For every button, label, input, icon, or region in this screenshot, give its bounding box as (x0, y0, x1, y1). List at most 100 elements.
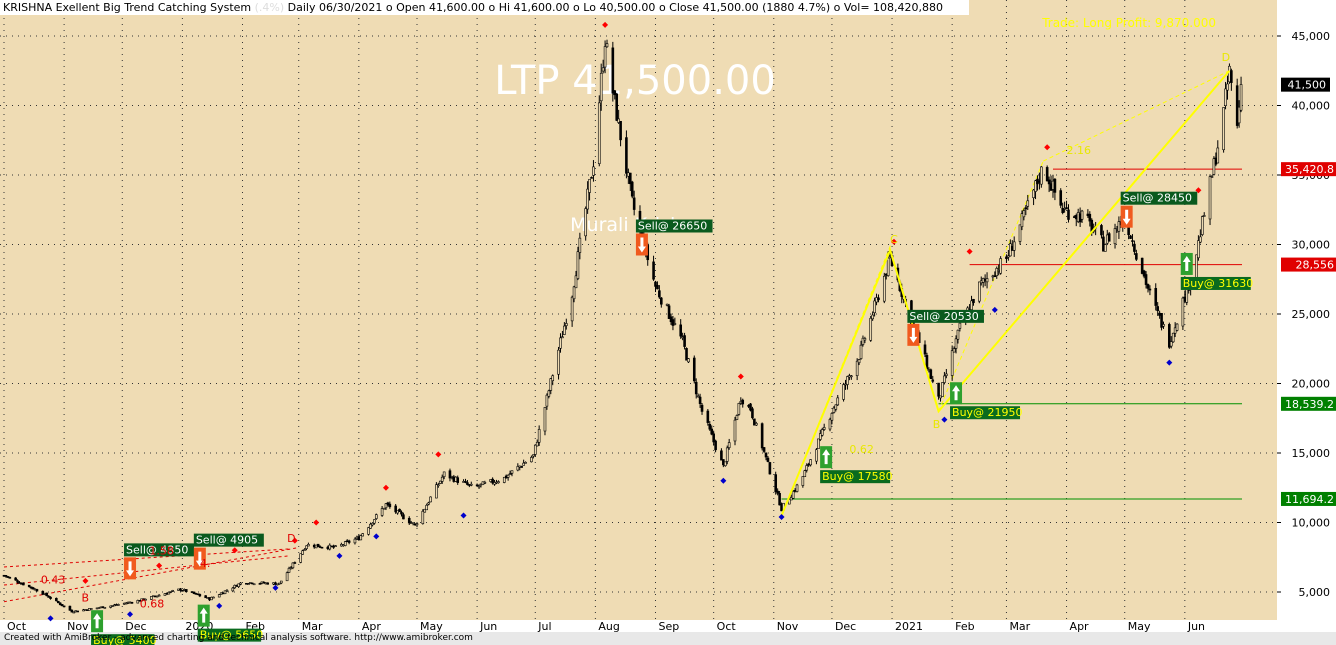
candle-body (68, 605, 72, 611)
candle-body (16, 580, 19, 583)
candle-body (952, 348, 956, 353)
y-tick-label: 5,000 (1299, 586, 1331, 599)
candle-body (1005, 256, 1008, 259)
candle-body (477, 485, 481, 488)
header-system-name: Exellent Big Trend Catching System (56, 1, 255, 14)
candle-body (130, 602, 134, 604)
candle-body (124, 602, 128, 605)
candle-body (787, 499, 791, 505)
x-tick-label: Aug (598, 620, 619, 633)
sell-label-text: Sell@ 26650 (638, 220, 707, 233)
candle-body (931, 379, 935, 382)
candle-body (1237, 106, 1241, 124)
sell-arrow-icon (909, 327, 918, 343)
candle-body (972, 298, 975, 304)
candle-body (532, 454, 535, 457)
candle-body (871, 314, 874, 320)
x-tick-label: Jun (479, 620, 497, 633)
candle-body (570, 296, 574, 322)
pivot-high-marker (435, 451, 442, 458)
x-tick-label: Oct (7, 620, 27, 633)
candle-body (435, 484, 438, 499)
pivot-low-marker (991, 306, 998, 313)
candle-body (803, 470, 807, 478)
pattern-annotation: D (1222, 51, 1230, 64)
header-text: KRISHNA Exellent Big Trend Catching Syst… (3, 1, 943, 14)
sell-label-text: Sell@ 28450 (1123, 192, 1192, 205)
sell-label-text: Sell@ 4905 (196, 534, 258, 547)
candle-body (1040, 166, 1043, 185)
candle-body (1154, 288, 1158, 306)
candle-body (198, 594, 202, 597)
candle-body (285, 572, 289, 582)
candle-body (386, 502, 390, 505)
trade-profit-label: Trade: Long Profit: 9,870.000 (1041, 16, 1216, 30)
x-tick-label: May (420, 620, 443, 633)
pivot-low-marker (460, 512, 467, 519)
pattern-annotation: 0.62 (849, 443, 874, 456)
candle-body (45, 592, 48, 597)
candle-body (47, 595, 50, 598)
buy-label-text: Buy@ 21950 (952, 406, 1023, 419)
candle-body (204, 595, 207, 599)
buy-label-box (91, 634, 155, 645)
candle-body (958, 322, 962, 329)
candle-body (741, 399, 745, 405)
candle-body (70, 609, 74, 613)
x-tick-label: 2021 (895, 620, 923, 633)
chart-plot-area (0, 0, 1277, 620)
x-tick-label: Sep (658, 620, 679, 633)
candle-body (483, 481, 487, 484)
candle-body (250, 582, 254, 585)
candle-body (278, 582, 281, 585)
candle-body (950, 350, 954, 376)
buy-arrow-icon (93, 613, 102, 629)
candle-body (103, 607, 107, 609)
sell-arrow-icon (195, 551, 204, 567)
candle-body (1212, 158, 1216, 175)
candle-body (1135, 253, 1138, 260)
candle-body (882, 275, 886, 302)
candle-body (535, 441, 539, 447)
candle-body (611, 47, 615, 94)
candle-body (217, 594, 221, 598)
candle-body (18, 582, 21, 584)
candle-body (559, 337, 562, 349)
pattern-annotation: B (933, 418, 941, 431)
candle-body (1131, 240, 1134, 242)
x-tick-label: Oct (717, 620, 737, 633)
candle-body (1169, 341, 1173, 347)
candle-body (706, 410, 710, 423)
candle-body (1171, 332, 1175, 343)
candle-body (437, 484, 440, 487)
candle-body (421, 510, 425, 524)
header-bar: KRISHNA Exellent Big Trend Catching Syst… (0, 0, 969, 15)
pivot-low-marker (336, 552, 343, 559)
candle-body (700, 404, 704, 412)
candle-body (402, 514, 405, 520)
candle-body (384, 503, 388, 509)
buy-label-text: Buy@ 31630 (1183, 277, 1254, 290)
candle-body (815, 449, 818, 462)
candle-body (14, 577, 17, 581)
candle-body (791, 491, 795, 499)
candle-body (995, 268, 999, 276)
candle-body (537, 429, 541, 443)
candle-body (836, 397, 840, 406)
candle-body (448, 470, 452, 479)
candle-body (293, 562, 297, 564)
candle-body (543, 407, 547, 432)
candle-body (411, 522, 415, 525)
candle-body (805, 465, 809, 471)
candle-body (429, 496, 432, 503)
candle-body (320, 546, 324, 549)
header-separator-4: o (659, 1, 669, 14)
pivot-low-marker (1166, 359, 1173, 366)
level-label-text: 18,539.2 (1285, 398, 1334, 411)
pivot-high-marker (1044, 144, 1051, 151)
candle-body (861, 337, 865, 345)
candle-body (266, 582, 269, 585)
pivot-high-marker (382, 484, 389, 491)
pivot-high-marker (82, 577, 89, 584)
candle-body (749, 403, 752, 411)
